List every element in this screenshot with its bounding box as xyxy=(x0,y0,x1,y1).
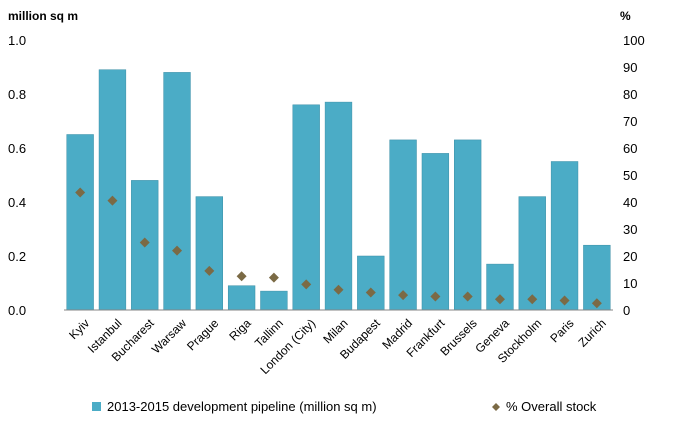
category-label: Riga xyxy=(226,316,254,344)
diamond-marker xyxy=(430,291,441,302)
right-tick-label: 90 xyxy=(623,60,637,75)
diamond-marker xyxy=(204,265,215,276)
right-tick-label: 40 xyxy=(623,195,637,210)
diamond-marker xyxy=(462,291,473,302)
left-tick-label: 0.8 xyxy=(8,87,26,102)
left-tick-label: 0.4 xyxy=(8,195,26,210)
category-label: Paris xyxy=(547,316,576,345)
category-label: Kyiv xyxy=(66,316,92,342)
category-label: Prague xyxy=(184,316,221,353)
diamond-marker xyxy=(107,195,118,206)
diamond-marker xyxy=(398,290,409,301)
bar xyxy=(583,244,611,311)
bar xyxy=(260,290,288,311)
right-axis-ticks: 0 10 20 30 40 50 60 70 80 90 100 xyxy=(623,33,645,318)
bar xyxy=(421,153,450,311)
right-tick-label: 60 xyxy=(623,141,637,156)
right-tick-label: 0 xyxy=(623,303,630,318)
right-tick-label: 10 xyxy=(623,276,637,291)
right-tick-label: 50 xyxy=(623,168,637,183)
right-axis-unit-label: % xyxy=(620,9,631,23)
category-label: Zurich xyxy=(575,316,608,349)
bar xyxy=(389,139,417,311)
bar xyxy=(454,139,482,311)
bar-series xyxy=(66,69,611,311)
category-label: Warsaw xyxy=(149,316,189,356)
bar xyxy=(357,255,385,311)
bar xyxy=(195,196,223,311)
left-tick-label: 0.2 xyxy=(8,249,26,264)
diamond-marker xyxy=(139,237,150,248)
diamond-marker xyxy=(333,284,344,295)
right-tick-label: 30 xyxy=(623,222,637,237)
bar xyxy=(518,196,546,311)
diamond-marker xyxy=(236,271,247,282)
legend: 2013-2015 development pipeline (million … xyxy=(92,399,597,414)
right-tick-label: 20 xyxy=(623,249,637,264)
diamond-marker xyxy=(75,187,86,198)
diamond-marker xyxy=(559,295,570,306)
bar xyxy=(550,161,579,311)
diamond-marker xyxy=(268,272,279,283)
left-tick-label: 0.0 xyxy=(8,303,26,318)
legend-marker-swatch xyxy=(492,403,500,411)
diamond-marker xyxy=(301,279,312,290)
right-tick-label: 80 xyxy=(623,87,637,102)
diamond-marker xyxy=(591,298,602,309)
legend-bar-label: 2013-2015 development pipeline (million … xyxy=(107,399,377,414)
bar xyxy=(324,101,353,311)
left-tick-label: 0.6 xyxy=(8,141,26,156)
legend-bar-swatch xyxy=(92,402,101,411)
bar xyxy=(227,285,256,311)
right-tick-label: 70 xyxy=(623,114,637,129)
right-tick-label: 100 xyxy=(623,33,645,48)
bar xyxy=(98,69,127,311)
marker-series xyxy=(75,187,602,309)
diamond-marker xyxy=(365,287,376,298)
diamond-marker xyxy=(172,245,183,256)
left-axis-unit-label: million sq m xyxy=(8,9,78,23)
diamond-marker xyxy=(494,294,505,305)
legend-marker-label: % Overall stock xyxy=(506,399,597,414)
left-axis-ticks: 0.0 0.2 0.4 0.6 0.8 1.0 xyxy=(8,33,26,318)
bar xyxy=(292,104,320,311)
left-tick-label: 1.0 xyxy=(8,33,26,48)
bar xyxy=(66,134,94,311)
bar xyxy=(163,72,191,311)
diamond-marker xyxy=(527,294,538,305)
